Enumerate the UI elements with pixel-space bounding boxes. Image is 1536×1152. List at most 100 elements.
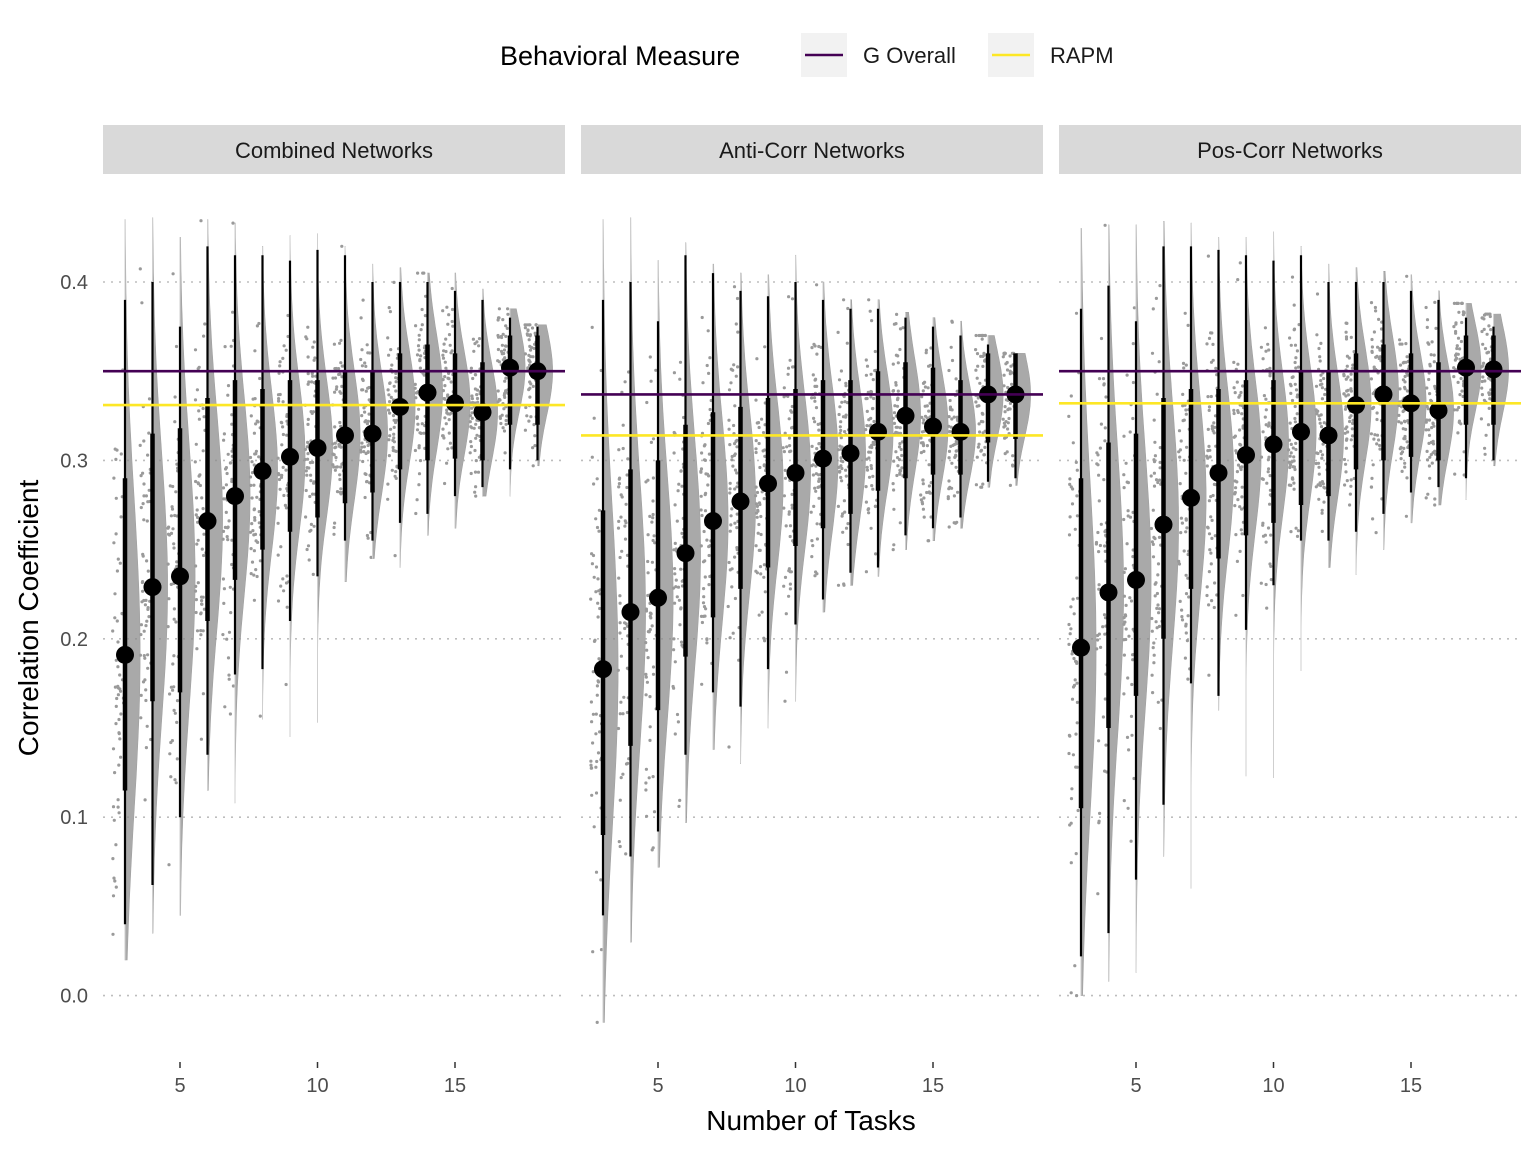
raw-point — [339, 487, 343, 491]
raw-point — [896, 464, 900, 468]
density-slab — [317, 233, 333, 723]
raw-point — [1238, 505, 1242, 509]
raw-point — [114, 885, 118, 889]
raw-point — [147, 397, 152, 401]
raw-point — [1344, 470, 1348, 474]
raw-point — [286, 313, 290, 318]
raw-point — [703, 575, 707, 579]
raw-point — [813, 344, 817, 348]
raw-point — [146, 666, 150, 670]
raw-point — [975, 455, 979, 459]
raw-point — [1075, 514, 1079, 518]
raw-point — [1269, 533, 1273, 537]
raw-point — [619, 700, 623, 704]
raw-point — [895, 404, 900, 408]
raw-point — [1458, 393, 1462, 397]
raw-point — [523, 428, 528, 432]
raw-point — [504, 324, 508, 328]
raw-point — [782, 494, 787, 498]
raw-point — [1179, 439, 1183, 443]
median-point — [1127, 570, 1145, 589]
raw-point — [592, 825, 596, 829]
raw-point — [1131, 416, 1135, 421]
raw-point — [226, 656, 231, 660]
raw-point — [1314, 384, 1319, 388]
raw-point — [118, 687, 122, 691]
raw-point — [1404, 514, 1408, 518]
raw-point — [1480, 379, 1484, 384]
raw-point — [171, 484, 175, 489]
raw-point — [975, 404, 979, 408]
raw-point — [1075, 576, 1079, 580]
raw-point — [952, 415, 956, 419]
raw-point — [1293, 382, 1297, 386]
raw-point — [1429, 398, 1433, 402]
raw-point — [258, 559, 262, 563]
raw-point — [728, 443, 732, 447]
raw-point — [113, 685, 117, 689]
raw-point — [1375, 417, 1379, 422]
raw-point — [227, 630, 232, 634]
raw-point — [228, 461, 232, 465]
raw-point — [166, 562, 170, 566]
raw-point — [730, 585, 734, 589]
raw-point — [144, 494, 148, 498]
raw-point — [1370, 337, 1374, 342]
raw-point — [676, 585, 681, 589]
raw-point — [1097, 377, 1102, 381]
raw-point — [1319, 379, 1323, 383]
raw-point — [1264, 582, 1268, 587]
raw-point — [1096, 638, 1100, 642]
raw-point — [1205, 464, 1209, 468]
median-point — [1072, 638, 1090, 657]
density-slab — [1300, 245, 1317, 671]
raw-point — [1318, 355, 1322, 359]
raw-point — [170, 507, 175, 511]
raw-point — [1402, 446, 1406, 450]
raw-point — [339, 445, 343, 449]
raw-point — [1151, 555, 1156, 559]
raw-point — [360, 364, 364, 368]
median-point — [1457, 358, 1475, 377]
raw-point — [1075, 994, 1079, 998]
raw-point — [413, 448, 417, 453]
raw-point — [1122, 486, 1126, 490]
raw-point — [733, 468, 738, 472]
raw-point — [277, 477, 282, 482]
raw-point — [1097, 587, 1101, 591]
raw-point — [141, 502, 145, 506]
raw-point — [1292, 327, 1297, 331]
raw-point — [1097, 739, 1101, 743]
raw-point — [1266, 526, 1271, 530]
raw-point — [116, 640, 120, 644]
raw-point — [592, 639, 597, 644]
raw-point — [252, 508, 256, 512]
raw-point — [838, 405, 842, 409]
x-tick-label: 10 — [1262, 1075, 1284, 1097]
raw-point — [1154, 620, 1158, 624]
raw-point — [1269, 578, 1273, 582]
raw-point — [146, 653, 150, 657]
raw-point — [1314, 485, 1318, 489]
raw-point — [306, 372, 310, 376]
raw-point — [333, 367, 337, 371]
raw-point — [954, 453, 958, 457]
raw-point — [1233, 490, 1237, 495]
raw-point — [1177, 429, 1182, 433]
raw-point — [338, 390, 342, 394]
raw-point — [1405, 274, 1409, 278]
raw-point — [1069, 821, 1073, 825]
raw-point — [282, 493, 286, 498]
panel-title: Pos-Corr Networks — [1197, 138, 1383, 163]
raw-point — [201, 449, 205, 453]
x-tick-label: 15 — [922, 1075, 944, 1097]
raw-point — [1157, 611, 1161, 615]
raw-point — [846, 542, 850, 547]
raw-point — [1488, 312, 1492, 316]
raw-point — [143, 603, 147, 607]
raw-point — [388, 434, 392, 438]
raw-point — [1266, 342, 1270, 346]
raw-point — [864, 373, 869, 377]
raw-point — [621, 772, 625, 776]
raw-point — [1096, 453, 1100, 457]
